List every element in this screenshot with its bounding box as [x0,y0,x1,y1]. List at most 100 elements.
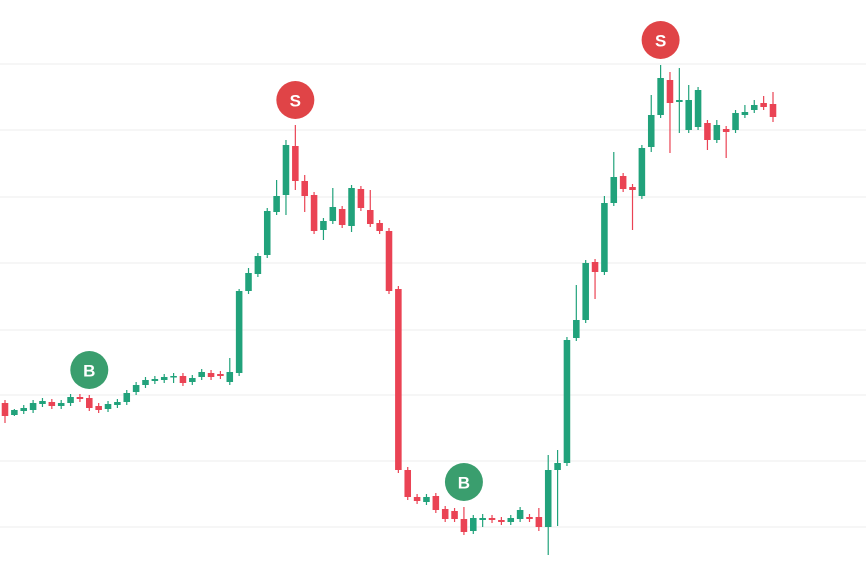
candle [460,507,468,535]
candle [366,190,374,227]
candle-body [507,518,515,522]
signal-label: S [655,32,666,51]
candle-body [254,256,262,274]
candle [535,508,543,531]
signal-badge: B [70,351,109,389]
candle [160,374,168,383]
candle-body [741,112,749,115]
candle [198,369,205,380]
candle [207,370,215,380]
candle-body [441,509,449,519]
candle [1,400,9,423]
candle [67,394,74,406]
candle [151,376,159,384]
signal-badge: B [444,463,483,501]
signal-label: B [458,474,470,493]
candle [189,375,196,385]
candle-body [563,340,571,463]
candle [479,514,486,527]
candle [432,493,440,513]
candle [114,399,121,408]
signal-circle [276,81,315,119]
candle [95,403,102,413]
candle [704,120,711,150]
candle-body [713,125,721,140]
candle-body [470,518,477,531]
candle [86,395,93,411]
candle-body [647,115,655,147]
candle-body [320,221,327,230]
candle [732,110,739,133]
candle-body [57,403,65,406]
candle-body [685,100,692,130]
candle [488,515,496,523]
candle-body [404,470,412,497]
candle-body [619,176,627,189]
candle [750,100,758,113]
signal-circle [70,351,109,389]
candle [423,494,430,505]
candle-body [488,518,496,520]
candle [441,506,449,522]
candle-body [104,404,112,409]
candle [20,405,28,414]
candle-body [694,90,702,127]
candle-body [142,380,149,385]
candle-body [666,80,674,103]
candle [57,400,65,409]
candle-body [657,78,664,115]
candle-body [301,181,308,196]
candle [292,125,299,190]
candle-body [151,379,159,381]
candle [245,268,252,294]
candle-body [357,189,365,208]
candle-body [20,408,28,411]
candle [329,188,337,224]
candle-body [245,273,252,291]
candle [263,208,271,258]
candle-body [376,223,383,231]
candle-body [329,207,337,221]
candle-body [601,203,608,272]
candle [554,450,561,526]
candle-body [610,177,618,203]
candle [638,145,646,199]
candle [713,120,721,143]
candle-body [310,195,318,231]
candle [395,286,402,473]
candle [142,377,149,388]
candle-body [114,402,121,405]
candle [526,514,533,522]
candle [619,173,627,192]
candle-body [273,196,280,212]
candle [451,508,458,522]
candle [348,185,355,232]
candle-body [451,511,458,519]
candle-body [385,231,393,291]
candle-body [1,403,9,416]
candle [217,371,224,379]
candle [29,400,37,413]
candle-body [423,497,430,502]
candle-body [67,397,74,403]
candle [170,373,177,383]
candle-body [544,470,552,527]
candle-body [48,402,56,406]
candle [235,289,243,376]
candle [104,401,112,412]
candle [647,95,655,152]
candle [132,382,140,395]
candle [694,87,702,130]
signal-label: B [83,362,95,381]
candle [760,96,767,110]
candle [629,184,636,230]
candle [516,507,524,522]
candle-body [629,187,636,190]
candle [498,517,505,525]
candle-body [235,291,243,373]
candle-body [760,103,767,107]
candle [48,399,56,409]
candle [666,72,674,153]
candle-body [11,410,18,415]
